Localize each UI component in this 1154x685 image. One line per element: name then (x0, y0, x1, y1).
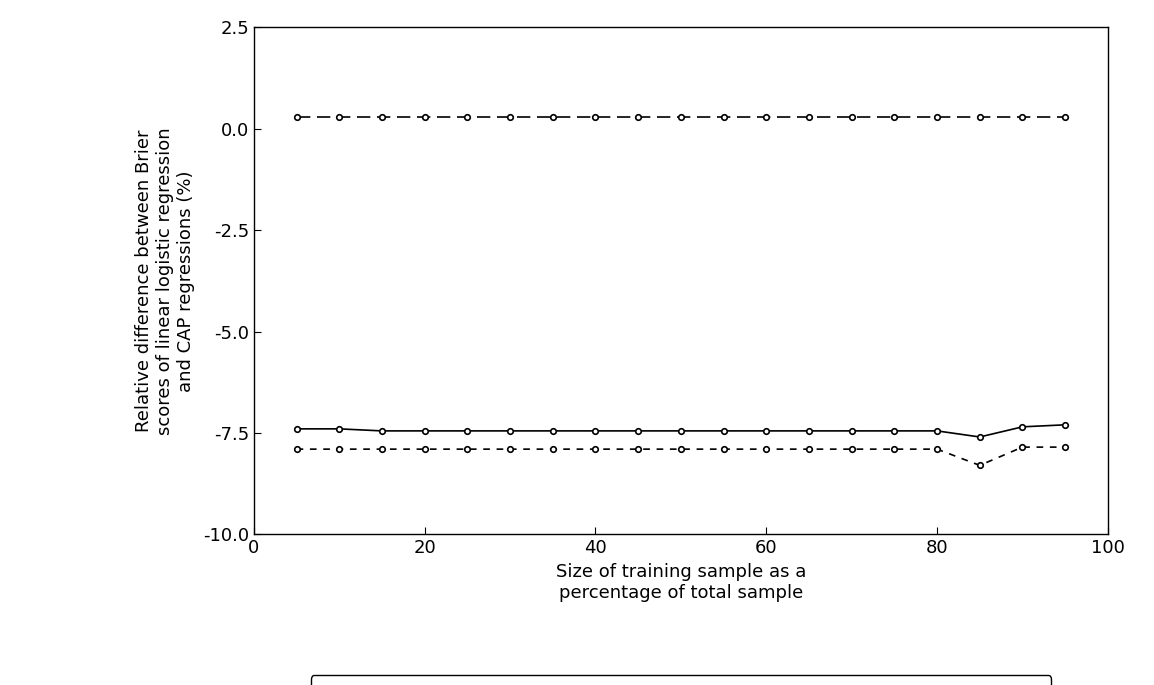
Legend: CAP$_1$ regression, CAP$_2$ regression, CAP$_3$ regression: CAP$_1$ regression, CAP$_2$ regression, … (310, 675, 1051, 685)
Y-axis label: Relative difference between Brier
scores of linear logistic regression
and CAP r: Relative difference between Brier scores… (135, 127, 195, 435)
X-axis label: Size of training sample as a
percentage of total sample: Size of training sample as a percentage … (556, 562, 805, 601)
